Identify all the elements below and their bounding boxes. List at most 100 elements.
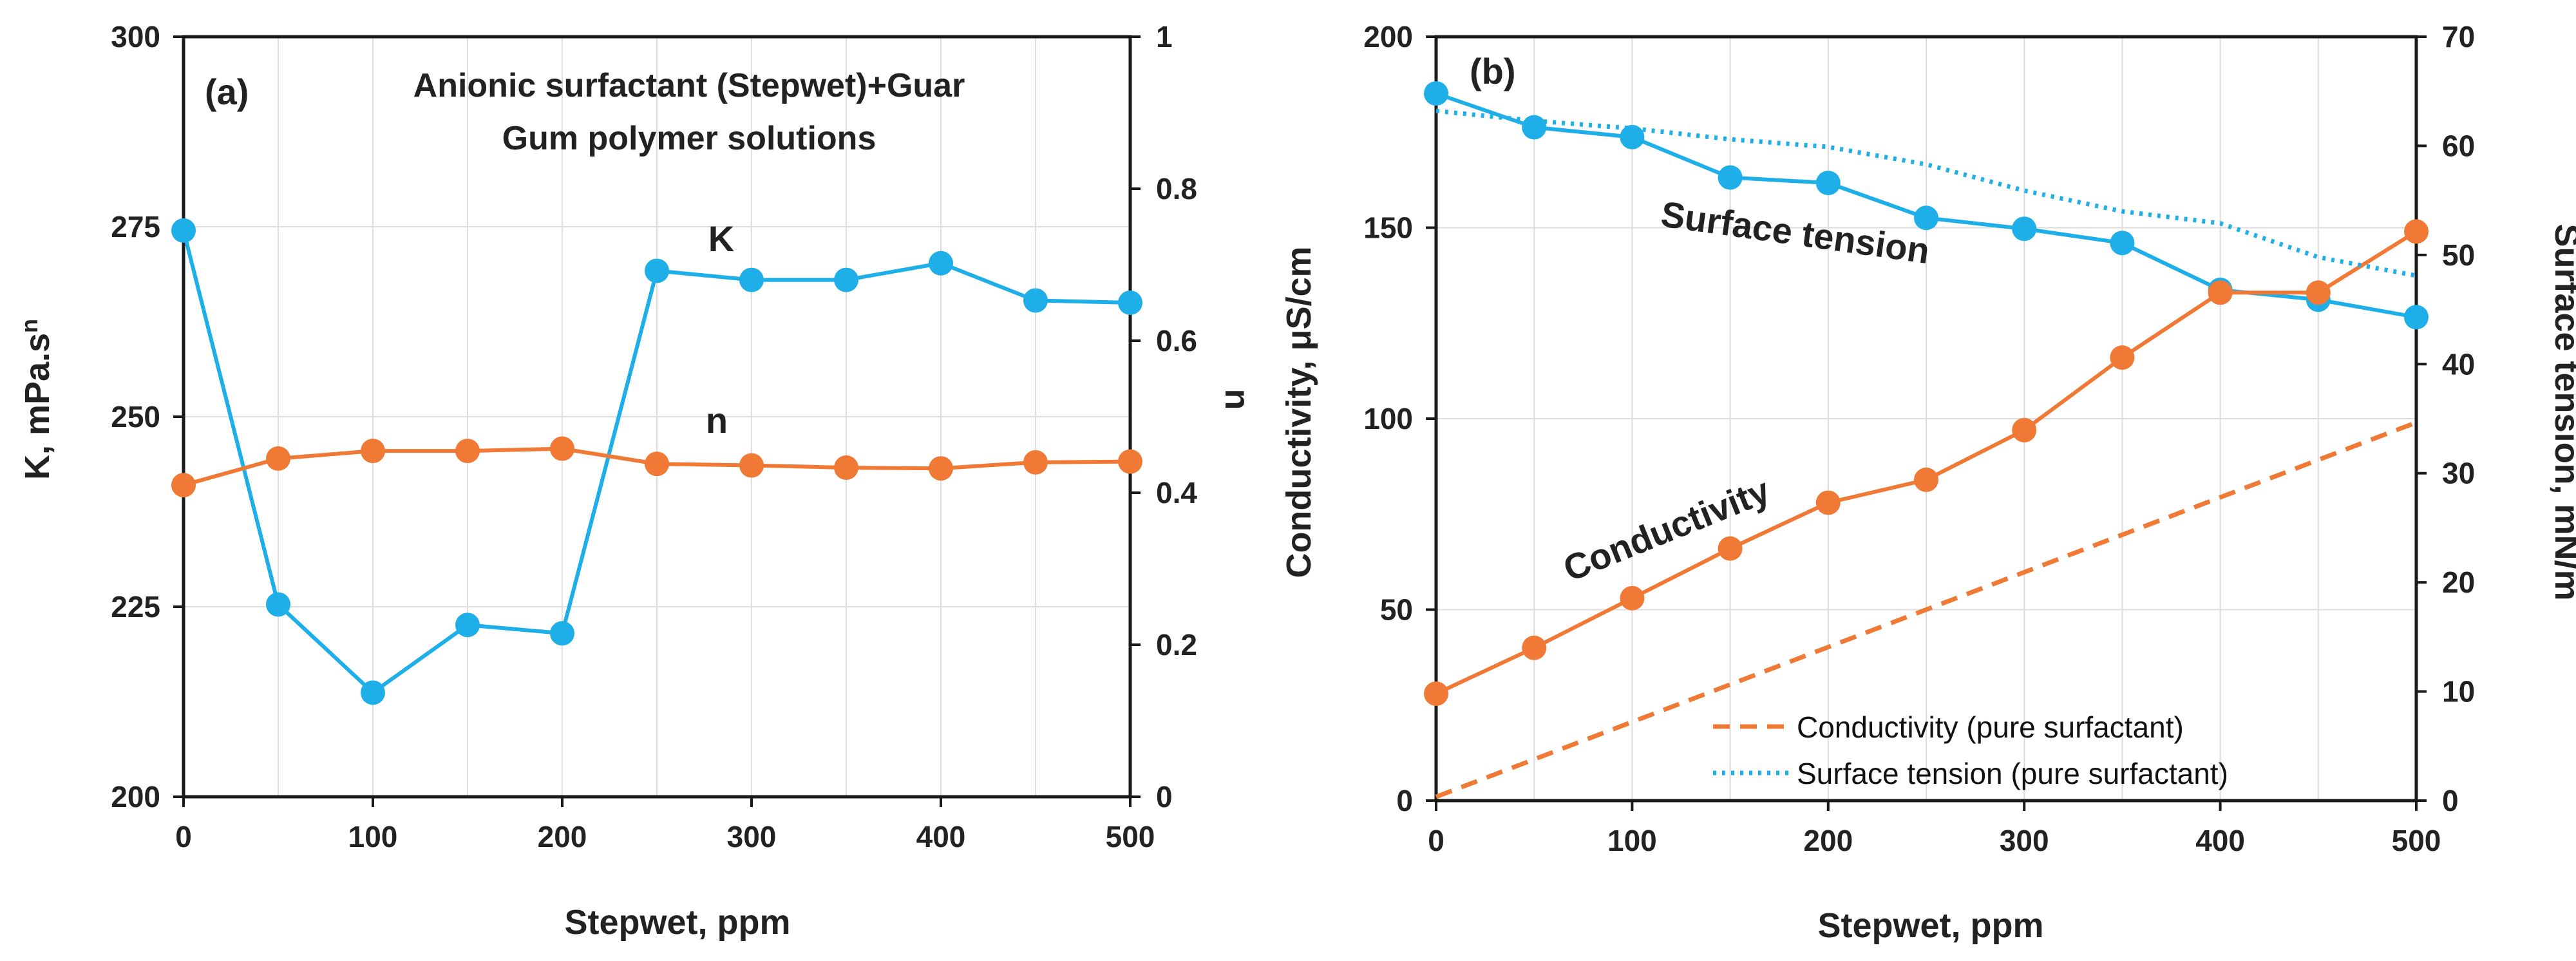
data-point-surface-tension	[2012, 216, 2037, 242]
data-point-k	[1118, 290, 1142, 315]
y-right-tick-label: 0.8	[1156, 172, 1197, 205]
y-right-tick-label: 0.6	[1156, 324, 1197, 357]
data-point-conductivity	[2012, 417, 2037, 442]
data-point-conductivity	[2110, 345, 2135, 370]
data-point-k	[645, 258, 669, 283]
data-point-conductivity	[1522, 635, 1547, 660]
grid	[1435, 36, 2417, 801]
y-left-tick-label: 225	[111, 590, 160, 623]
y-left-tick-label: 150	[1363, 211, 1413, 245]
data-point-surface-tension	[1718, 165, 1743, 190]
y-left-tick-label: 200	[1363, 20, 1413, 53]
y-right-axis-label: n	[1218, 389, 1256, 410]
data-point-k	[361, 680, 385, 705]
chart-title-line-1: Anionic surfactant (Stepwet)+Guar	[413, 67, 965, 104]
chart-title-line-2: Gum polymer solutions	[502, 120, 876, 157]
y-left-axis-label-superscript: n	[16, 319, 43, 333]
y-left-axis-label: Conductivity, μS/cm	[1280, 246, 1318, 578]
data-point-n	[929, 456, 953, 481]
x-axis-label: Stepwet, ppm	[1817, 906, 2043, 945]
data-point-conductivity	[2208, 280, 2233, 305]
y-left-tick-label: 50	[1380, 593, 1413, 627]
data-point-k	[550, 621, 574, 646]
data-point-n	[645, 452, 669, 477]
data-point-conductivity	[1620, 585, 1645, 611]
y-right-tick-label: 40	[2442, 347, 2475, 381]
x-tick-label: 300	[2000, 824, 2049, 857]
tick-marks	[1426, 35, 2427, 811]
x-tick-label: 400	[2195, 824, 2245, 857]
x-tick-label: 0	[1428, 824, 1444, 857]
series-markers	[1424, 81, 2429, 706]
y-right-tick-label: 70	[2442, 20, 2475, 53]
tick-marks	[173, 35, 1141, 807]
y-right-axis-label: Surface tension, mN/m	[2548, 224, 2576, 600]
x-tick-label: 500	[2392, 824, 2441, 857]
y-left-tick-label: 300	[111, 20, 160, 53]
x-tick-labels: 0 100 200 300 400 500	[175, 820, 1155, 853]
data-point-k	[266, 592, 290, 617]
legend: Conductivity (pure surfactant) Surface t…	[1713, 710, 2228, 790]
y-left-tick-label: 250	[111, 400, 160, 433]
x-tick-label: 200	[538, 820, 587, 853]
y-left-tick-label: 0	[1396, 784, 1413, 817]
data-point-n	[266, 446, 290, 471]
data-point-k	[739, 267, 764, 292]
data-point-conductivity	[2306, 280, 2331, 305]
data-point-n	[739, 453, 764, 478]
x-tick-label: 100	[348, 820, 398, 853]
y-right-tick-label: 1	[1156, 20, 1173, 53]
y-left-axis-label-main: K, mPa.s	[18, 333, 57, 480]
x-tick-label: 200	[1803, 824, 1853, 857]
y-right-tick-label: 20	[2442, 566, 2475, 599]
y-right-tick-label: 0.4	[1156, 476, 1197, 509]
y-left-axis-label: K, mPa.sn	[16, 319, 57, 480]
data-point-surface-tension	[1424, 81, 1448, 106]
y-left-tick-label: 100	[1363, 402, 1413, 435]
y-right-tick-label: 0	[2442, 784, 2459, 817]
x-tick-label: 400	[916, 820, 966, 853]
x-tick-label: 500	[1106, 820, 1155, 853]
data-point-n	[1023, 450, 1048, 475]
data-point-surface-tension	[1914, 205, 1938, 231]
data-point-conductivity	[1424, 681, 1448, 706]
y-right-tick-label: 10	[2442, 675, 2475, 709]
data-point-k	[455, 613, 480, 638]
data-point-n	[1118, 449, 1142, 474]
data-point-k	[834, 267, 858, 292]
y-right-tick-labels: 0 10 20 30 40 50 60 70	[2442, 20, 2475, 817]
data-point-n	[550, 436, 574, 461]
y-left-tick-label: 275	[111, 210, 160, 243]
data-point-surface-tension	[1620, 124, 1645, 149]
panel-a: 0 100 200 300 400 500 200 225 250 275 300 0 0.2 0.4…	[16, 20, 1256, 942]
data-point-k	[171, 218, 196, 243]
y-right-tick-label: 0.2	[1156, 628, 1197, 661]
y-left-tick-labels: 200 225 250 275 300	[111, 20, 160, 814]
y-right-tick-label: 30	[2442, 457, 2475, 490]
data-point-surface-tension	[1815, 171, 1841, 196]
legend-label-conductivity-pure: Conductivity (pure surfactant)	[1797, 710, 2184, 744]
data-point-k	[1023, 288, 1048, 313]
data-point-conductivity	[1815, 490, 1841, 515]
y-right-tick-labels: 0 0.2 0.4 0.6 0.8 1	[1156, 20, 1197, 814]
series-label-n: n	[706, 400, 728, 441]
y-left-tick-label: 200	[111, 780, 160, 814]
data-point-conductivity	[2404, 219, 2429, 244]
data-point-n	[455, 439, 480, 464]
data-point-n	[834, 455, 858, 481]
panel-label: (b)	[1470, 51, 1516, 91]
panel-label: (a)	[205, 71, 249, 112]
x-axis-label: Stepwet, ppm	[564, 903, 790, 942]
x-tick-labels: 0 100 200 300 400 500	[1428, 824, 2441, 857]
data-point-conductivity	[1914, 467, 1938, 492]
data-point-n	[171, 473, 196, 498]
data-point-conductivity	[1718, 536, 1743, 561]
series-line-conductivity-pure-surfactant	[1435, 420, 2418, 799]
legend-label-surface-tension-pure: Surface tension (pure surfactant)	[1797, 757, 2228, 790]
data-point-n	[361, 439, 385, 464]
x-tick-label: 300	[727, 820, 777, 853]
panel-b: 0 100 200 300 400 500 0 50 100 150 200 0 10 20 30 40 5…	[1280, 20, 2576, 945]
data-point-surface-tension	[2110, 231, 2135, 256]
y-right-tick-label: 0	[1156, 780, 1173, 814]
